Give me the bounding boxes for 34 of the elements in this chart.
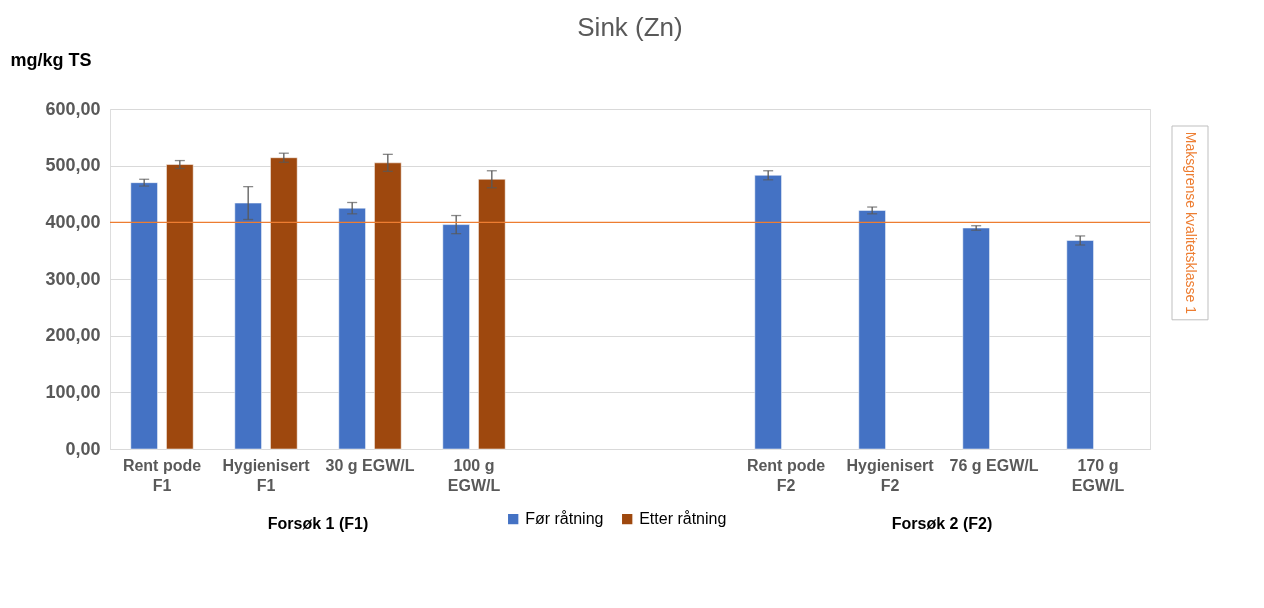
- chart-title: Sink (Zn): [577, 12, 683, 42]
- bar: [858, 209, 887, 450]
- x-tick-label: 76 g EGW/L: [949, 456, 1039, 474]
- x-tick-label: Rent pode F2: [746, 456, 826, 494]
- bar: [165, 164, 194, 450]
- bar: [373, 162, 402, 450]
- y-tick-label: 400,00: [45, 211, 101, 232]
- bar: [1066, 239, 1095, 450]
- y-tick-label: 200,00: [45, 325, 101, 346]
- bar: [442, 224, 471, 450]
- x-tick-label: 100 g EGW/L: [447, 456, 501, 494]
- y-tick-label: 600,00: [45, 98, 101, 119]
- y-tick-label: 100,00: [45, 381, 101, 402]
- legend-label: Etter råtning: [639, 510, 727, 528]
- bar: [130, 182, 159, 450]
- x-tick-label: Hygienisert F1: [222, 456, 311, 494]
- bar: [962, 227, 991, 450]
- y-axis-title: mg/kg TS: [10, 49, 92, 70]
- y-tick-label: 300,00: [45, 268, 101, 289]
- text: Forsøk 2 (F2): [891, 515, 993, 532]
- x-tick-label: 30 g EGW/L: [325, 456, 415, 474]
- bar: [269, 157, 298, 450]
- legend-label: Før råtning: [525, 510, 604, 528]
- ref-line-label: Maksgrense kvalitetsklasse 1: [1183, 131, 1199, 315]
- bar: [477, 178, 506, 450]
- y-tick-label: 500,00: [45, 155, 101, 176]
- y-tick-label: 0,00: [65, 438, 101, 459]
- bar: [338, 207, 367, 450]
- x-tick-label: Hygienisert F2: [846, 456, 935, 494]
- bar: [234, 202, 263, 450]
- text: Forsøk 1 (F1): [267, 515, 369, 532]
- x-tick-label: 170 g EGW/L: [1071, 456, 1125, 494]
- x-tick-label: Rent pode F1: [122, 456, 202, 494]
- bar: [754, 174, 783, 450]
